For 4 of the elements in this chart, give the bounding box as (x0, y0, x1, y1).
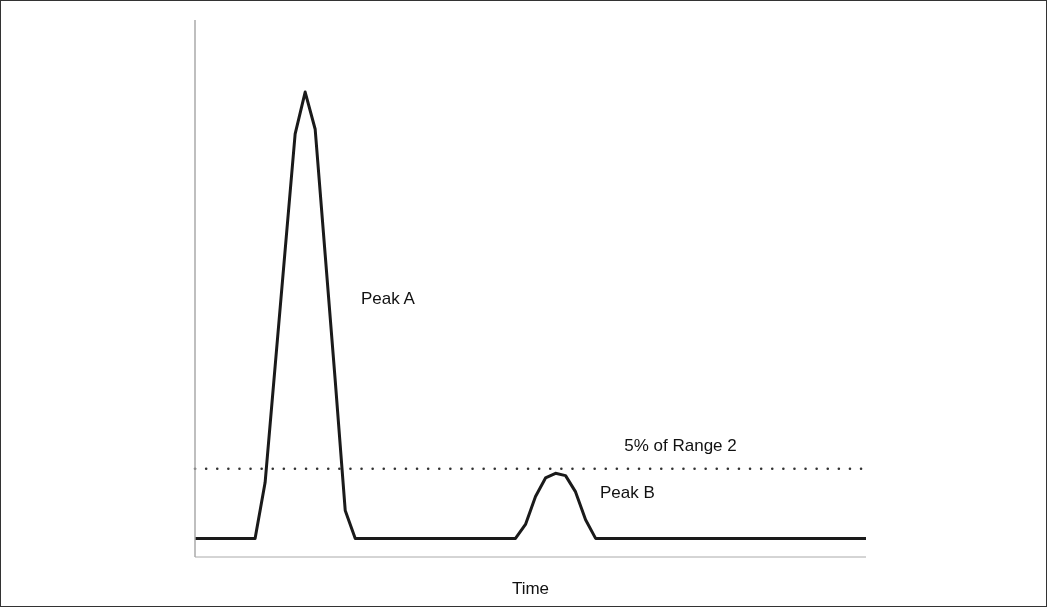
annotation: Peak B (600, 483, 655, 503)
annotation: Peak A (361, 289, 415, 309)
ref-line-label: 5% of Range 2 (624, 435, 737, 455)
x-axis-title: Time (511, 579, 550, 598)
